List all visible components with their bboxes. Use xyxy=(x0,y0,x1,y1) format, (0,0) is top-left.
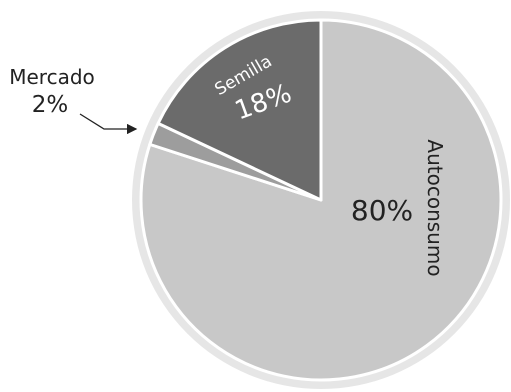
mercado-callout-arrow xyxy=(79,113,138,135)
slice-value-autoconsumo: 80% xyxy=(351,194,413,227)
slice-value-mercado: 2% xyxy=(32,92,69,118)
pie-slices xyxy=(139,18,503,382)
slice-name-autoconsumo: Autoconsumo xyxy=(423,139,447,276)
pie-slice-semilla xyxy=(156,18,323,202)
slice-name-mercado: Mercado xyxy=(9,65,95,89)
pie-slice-autoconsumo xyxy=(139,18,503,382)
